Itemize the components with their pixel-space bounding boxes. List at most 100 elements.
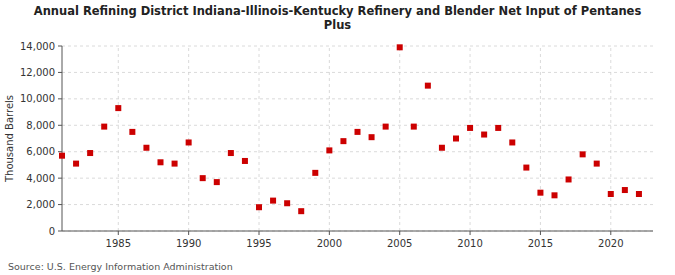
point: [355, 129, 361, 135]
point: [411, 124, 417, 130]
point: [481, 132, 487, 138]
tick-label-x: 2010: [457, 238, 482, 249]
point: [523, 165, 529, 171]
tick-x: [188, 231, 189, 235]
tick-label-x: 2000: [317, 238, 342, 249]
point: [509, 139, 515, 145]
tick-label-y: 10,000: [20, 93, 55, 104]
tick-label-x: 1985: [106, 238, 131, 249]
source: Source: U.S. Energy Information Administ…: [8, 261, 233, 272]
point: [326, 147, 332, 153]
grid-line-x: [259, 46, 260, 231]
grid-line-x: [118, 46, 119, 231]
point: [73, 161, 79, 167]
grid-line-x: [470, 46, 471, 231]
chart: Annual Refining District Indiana-Illinoi…: [0, 0, 675, 275]
point: [608, 191, 614, 197]
grid-line-x: [399, 46, 400, 231]
point: [158, 159, 164, 165]
point: [298, 208, 304, 214]
point: [383, 124, 389, 130]
grid-line-y: [62, 98, 653, 99]
grid-line-y: [62, 72, 653, 73]
point: [369, 134, 375, 140]
point: [59, 153, 65, 159]
point: [312, 170, 318, 176]
point: [397, 44, 403, 50]
point: [439, 145, 445, 151]
point: [214, 179, 220, 185]
tick-label-y: 14,000: [20, 41, 55, 52]
point: [115, 105, 121, 111]
point: [200, 175, 206, 181]
point: [495, 125, 501, 131]
grid: [62, 46, 653, 231]
tick-label-x: 1995: [246, 238, 271, 249]
point: [453, 136, 459, 142]
axis-line-x: [62, 231, 653, 232]
tick-x: [329, 231, 330, 235]
tick-label-y: 8,000: [26, 120, 55, 131]
grid-line-x: [610, 46, 611, 231]
grid-line-y: [62, 46, 653, 47]
tick-y: [58, 231, 62, 232]
tick-x: [470, 231, 471, 235]
page: {"chart_data": {"type": "scatter", "titl…: [0, 0, 675, 275]
tick-x: [399, 231, 400, 235]
point: [228, 150, 234, 156]
grid-line-y: [62, 125, 653, 126]
title: Annual Refining District Indiana-Illinoi…: [34, 4, 642, 18]
tick-label-y: 4,000: [26, 173, 55, 184]
grid-line-y: [62, 231, 653, 232]
title: Plus: [324, 18, 352, 32]
grid-line-y: [62, 178, 653, 179]
tick-y: [58, 204, 62, 205]
point: [566, 176, 572, 182]
tick-x: [610, 231, 611, 235]
point: [467, 125, 473, 131]
grid-line-y: [62, 151, 653, 152]
tick-y: [58, 98, 62, 99]
tick-y: [58, 125, 62, 126]
point: [425, 83, 431, 89]
tick-label-x: 2020: [598, 238, 623, 249]
point: [87, 150, 93, 156]
point: [256, 204, 262, 210]
grid-line-x: [540, 46, 541, 231]
point: [186, 139, 192, 145]
tick-x: [540, 231, 541, 235]
axis-line-y: [62, 46, 63, 231]
point: [172, 161, 178, 167]
point: [284, 200, 290, 206]
point: [594, 161, 600, 167]
point: [270, 198, 276, 204]
point: [242, 158, 248, 164]
point: [580, 151, 586, 157]
grid-line-y: [62, 204, 653, 205]
axes: 0 2,000 4,000 6,000 8,000 10,000 12,000 14,000 1…: [20, 41, 653, 250]
point: [537, 190, 543, 196]
point: [101, 124, 107, 130]
point: [622, 187, 628, 193]
tick-y: [58, 178, 62, 179]
tick-label-y: 0: [49, 226, 55, 237]
point: [129, 129, 135, 135]
grid-line-x: [329, 46, 330, 231]
point: [552, 192, 558, 198]
grid-line-x: [188, 46, 189, 231]
tick-label-x: 2005: [387, 238, 412, 249]
tick-label-y: 12,000: [20, 67, 55, 78]
point: [143, 145, 149, 151]
tick-y: [58, 72, 62, 73]
title-group: Annual Refining District Indiana-Illinoi…: [34, 4, 642, 32]
points: [59, 44, 642, 214]
tick-label-y: 6,000: [26, 146, 55, 157]
y-axis-label: Thousand Barrels: [4, 95, 15, 183]
point: [340, 138, 346, 144]
point: [636, 191, 642, 197]
tick-label-x: 2015: [528, 238, 553, 249]
tick-y: [58, 46, 62, 47]
tick-y: [58, 151, 62, 152]
tick-label-y: 2,000: [26, 199, 55, 210]
tick-x: [118, 231, 119, 235]
